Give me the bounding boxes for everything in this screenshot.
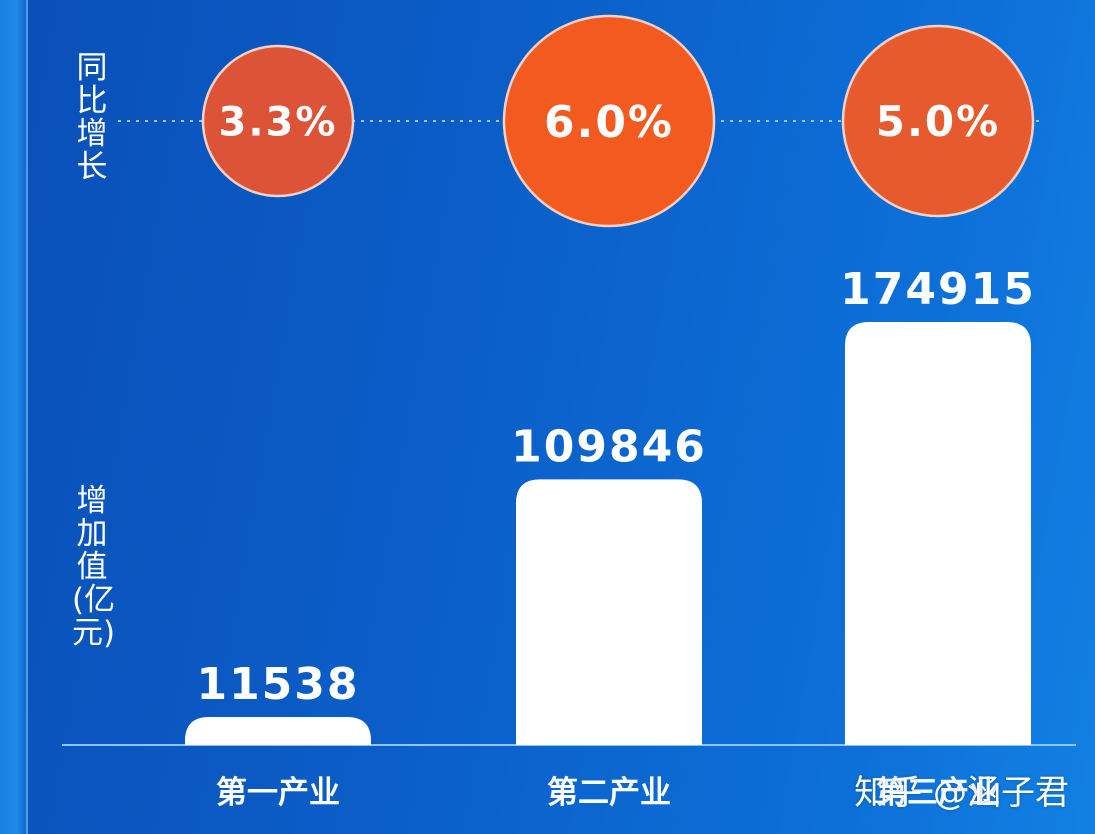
left-edge-strip xyxy=(0,0,28,834)
category-label-1: 第一产业 xyxy=(216,775,340,811)
watermark: 知乎 @涵子君 xyxy=(854,773,1069,813)
bar-2 xyxy=(516,479,702,745)
value-axis-label: 增加值(亿元) xyxy=(72,483,116,651)
growth-circle-1 xyxy=(201,44,355,198)
growth-label-3: 5.0% xyxy=(876,97,1000,146)
bar-value-label-2: 109846 xyxy=(511,421,707,472)
category-label-3: 第三产业 xyxy=(876,775,1000,811)
growth-circle-3 xyxy=(841,24,1035,218)
bar-value-label-3: 174915 xyxy=(840,264,1036,315)
growth-axis-label: 同比增长 xyxy=(76,50,108,185)
category-label-2: 第二产业 xyxy=(547,775,671,811)
left-edge-line xyxy=(26,0,28,834)
bar-1 xyxy=(185,717,371,745)
growth-circle-2 xyxy=(502,14,716,228)
bar-3 xyxy=(845,322,1031,745)
bar-value-label-1: 11538 xyxy=(196,659,359,710)
growth-label-2: 6.0% xyxy=(544,97,674,148)
growth-label-1: 3.3% xyxy=(219,99,338,145)
